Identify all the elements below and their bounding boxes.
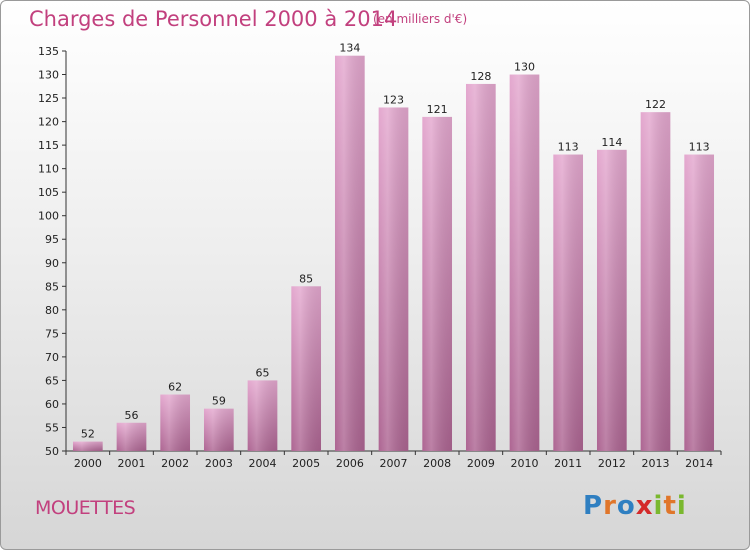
x-tick-label: 2008 bbox=[423, 457, 451, 470]
data-label: 114 bbox=[601, 136, 622, 149]
data-label: 134 bbox=[339, 42, 360, 55]
bar-shine bbox=[334, 55, 365, 452]
data-label: 123 bbox=[383, 93, 404, 106]
data-label: 59 bbox=[212, 395, 226, 408]
y-tick-label: 50 bbox=[45, 445, 59, 458]
bar-chart: 50 55 60 65 70 75 80 85 90 95 100 105 110 115 120 125 13… bbox=[38, 42, 722, 470]
chart-subtitle: (en milliers d'€) bbox=[373, 12, 468, 26]
bar-shine bbox=[160, 394, 191, 451]
proxiti-logo: Proxiti bbox=[583, 491, 687, 521]
bar-shine bbox=[203, 408, 234, 451]
y-tick-label: 110 bbox=[38, 163, 59, 176]
bar-shine bbox=[422, 116, 453, 451]
bar-shine bbox=[247, 380, 278, 451]
bar-shine bbox=[465, 83, 496, 452]
logo-letter: x bbox=[635, 491, 654, 521]
data-labels: 52 56 62 59 65 85 134 123 121 128 130 113 114 122 113 bbox=[81, 42, 710, 441]
x-tick-label: 2001 bbox=[118, 457, 146, 470]
y-tick-label: 90 bbox=[45, 257, 59, 270]
y-tick-label: 55 bbox=[45, 421, 59, 434]
logo-letter: o bbox=[616, 491, 636, 521]
y-tick-label: 75 bbox=[45, 327, 59, 340]
y-tick-label: 65 bbox=[45, 374, 59, 387]
data-label: 56 bbox=[125, 409, 139, 422]
y-tick-label: 85 bbox=[45, 280, 59, 293]
y-tick-label: 100 bbox=[38, 210, 59, 223]
bar-shine bbox=[684, 154, 715, 451]
x-tick-label: 2014 bbox=[685, 457, 713, 470]
bar-shine bbox=[596, 149, 627, 451]
bar-shine bbox=[291, 286, 322, 451]
y-tick-label: 60 bbox=[45, 398, 59, 411]
x-tick-label: 2002 bbox=[161, 457, 189, 470]
data-label: 128 bbox=[470, 70, 491, 83]
y-tick-label: 115 bbox=[38, 139, 59, 152]
commune-name: MOUETTES bbox=[35, 497, 136, 519]
y-axis: 50 55 60 65 70 75 80 85 90 95 100 105 110 115 120 125 13… bbox=[38, 45, 67, 458]
bar-shine bbox=[378, 107, 409, 452]
y-tick-label: 120 bbox=[38, 116, 59, 129]
data-label: 85 bbox=[299, 272, 313, 285]
y-tick-label: 95 bbox=[45, 233, 59, 246]
logo-letter: P bbox=[583, 491, 604, 521]
logo-letter: t bbox=[663, 491, 677, 521]
data-label: 122 bbox=[645, 98, 666, 111]
y-tick-label: 125 bbox=[38, 92, 59, 105]
logo-letter: r bbox=[603, 491, 617, 521]
logo-letter: i bbox=[676, 491, 687, 521]
y-tick-label: 105 bbox=[38, 186, 59, 199]
x-tick-label: 2004 bbox=[249, 457, 277, 470]
data-label: 121 bbox=[427, 103, 448, 116]
x-tick-label: 2012 bbox=[598, 457, 626, 470]
bar-shine bbox=[116, 422, 147, 451]
x-tick-label: 2006 bbox=[336, 457, 364, 470]
x-tick-label: 2009 bbox=[467, 457, 495, 470]
x-tick-label: 2003 bbox=[205, 457, 233, 470]
x-tick-label: 2011 bbox=[554, 457, 582, 470]
logo-letter: i bbox=[653, 491, 664, 521]
x-tick-label: 2010 bbox=[511, 457, 539, 470]
x-tick-label: 2007 bbox=[380, 457, 408, 470]
bar-shine bbox=[553, 154, 584, 451]
data-label: 62 bbox=[168, 381, 182, 394]
data-label: 130 bbox=[514, 61, 535, 74]
chart-title: Charges de Personnel 2000 à 2014 bbox=[29, 7, 398, 31]
bar-shine bbox=[640, 112, 671, 452]
y-tick-label: 80 bbox=[45, 304, 59, 317]
y-tick-label: 135 bbox=[38, 45, 59, 58]
y-tick-label: 70 bbox=[45, 351, 59, 364]
x-tick-label: 2013 bbox=[642, 457, 670, 470]
data-label: 65 bbox=[256, 366, 270, 379]
bars bbox=[72, 55, 715, 452]
x-axis: 2000 2001 2002 2003 2004 2005 2006 2007 2008 2009… bbox=[65, 450, 722, 470]
bar-shine bbox=[509, 74, 540, 451]
x-tick-label: 2005 bbox=[292, 457, 320, 470]
data-label: 113 bbox=[558, 141, 579, 154]
y-tick-label: 130 bbox=[38, 69, 59, 82]
data-label: 113 bbox=[689, 141, 710, 154]
x-tick-label: 2000 bbox=[74, 457, 102, 470]
bar-shine bbox=[72, 441, 103, 451]
data-label: 52 bbox=[81, 428, 95, 441]
